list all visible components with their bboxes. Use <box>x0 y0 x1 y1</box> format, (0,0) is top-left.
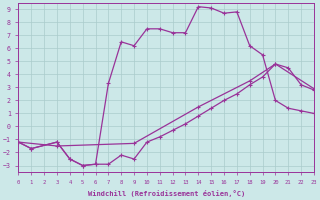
X-axis label: Windchill (Refroidissement éolien,°C): Windchill (Refroidissement éolien,°C) <box>88 190 245 197</box>
